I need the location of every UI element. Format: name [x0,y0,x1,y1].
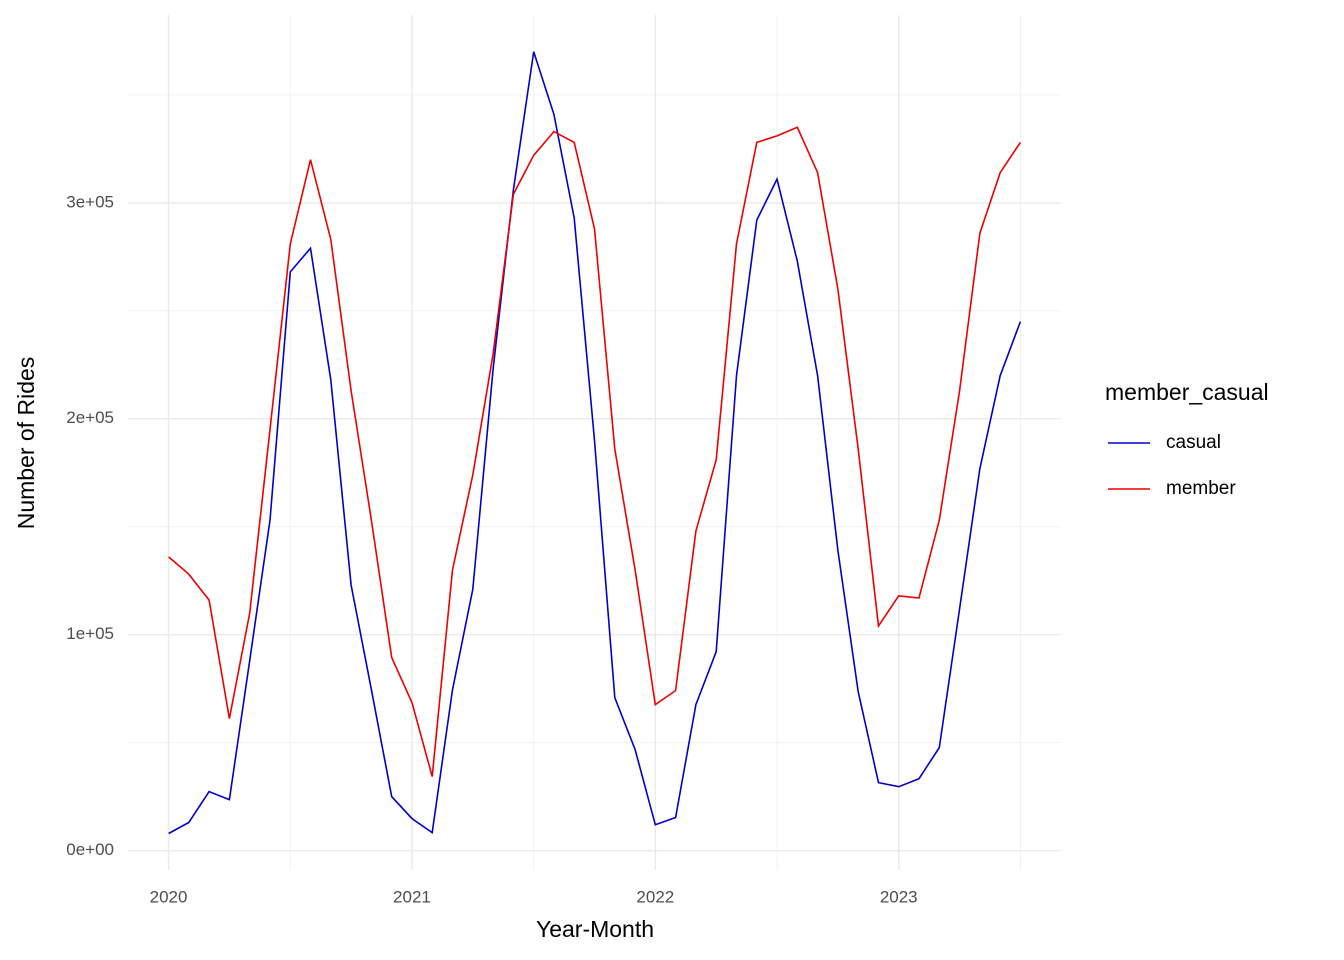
x-tick-label: 2023 [880,887,918,906]
y-tick-label: 0e+00 [66,840,114,859]
y-axis-title: Number of Rides [13,357,39,530]
x-tick-label: 2020 [150,887,188,906]
x-tick-label: 2021 [393,887,431,906]
y-tick-label: 1e+05 [66,624,114,643]
series-line [168,51,1022,835]
legend-label: casual [1166,432,1221,453]
legend-label: member [1166,478,1236,499]
legend-title: member_casual [1105,379,1269,405]
series-line [168,126,1022,777]
y-tick-label: 3e+05 [66,192,114,211]
x-axis-title: Year-Month [536,916,654,942]
y-tick-label: 2e+05 [66,408,114,427]
x-tick-label: 2022 [636,887,674,906]
